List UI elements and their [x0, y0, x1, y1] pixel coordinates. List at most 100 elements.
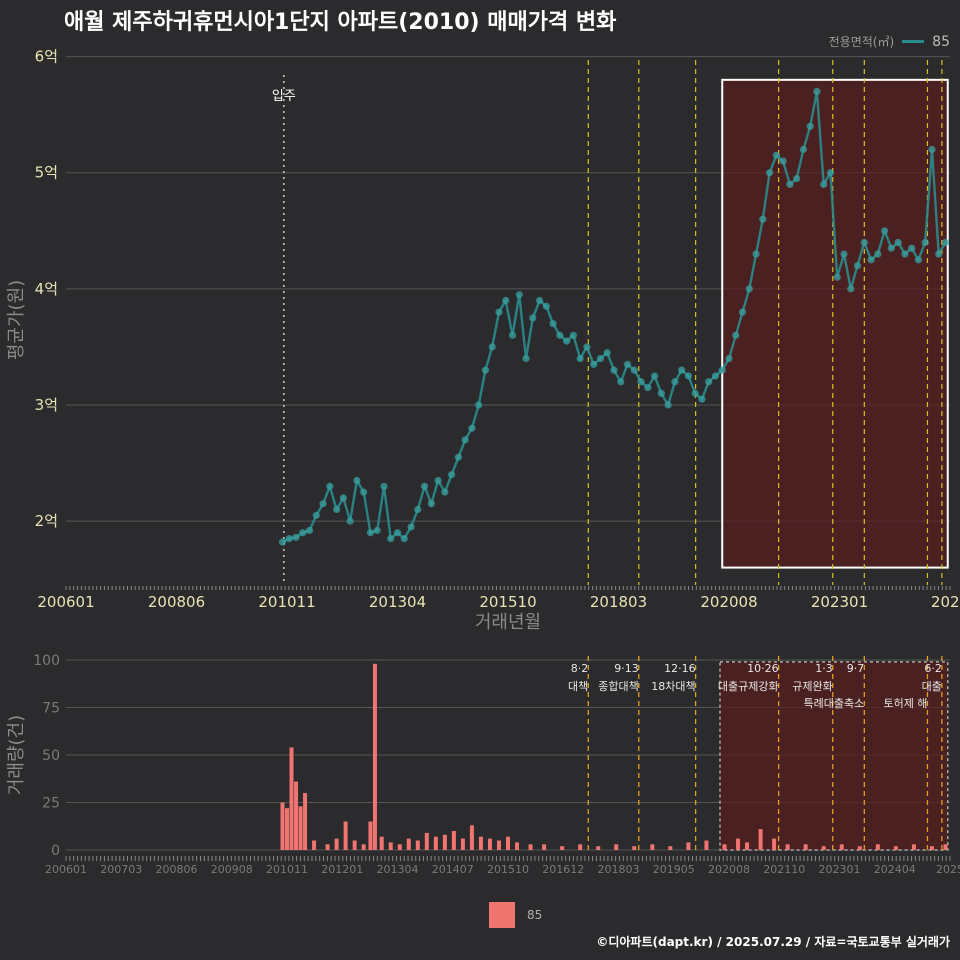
policy-date-label: 9·13 — [614, 662, 639, 675]
price-point — [434, 476, 442, 485]
policy-name-label: 18차대책 — [651, 680, 695, 693]
volume-y-tick-label: 50 — [42, 748, 60, 764]
price-point — [305, 526, 314, 535]
price-point — [826, 169, 835, 177]
price-point — [414, 505, 422, 514]
price-y-tick-label: 2억 — [35, 512, 58, 530]
volume-bar — [379, 836, 384, 850]
volume-x-tick-label: 202110 — [763, 863, 805, 876]
price-point — [454, 453, 462, 461]
volume-bar — [294, 781, 299, 850]
volume-bar — [785, 844, 790, 850]
volume-bar — [397, 844, 402, 850]
volume-bar — [451, 831, 456, 850]
volume-bar — [280, 802, 285, 850]
price-point — [603, 349, 611, 357]
price-point — [278, 538, 287, 546]
volume-y-tick-label: 75 — [42, 701, 60, 717]
volume-bar — [515, 842, 520, 850]
price-point — [441, 488, 449, 496]
volume-bar — [745, 842, 750, 850]
price-point — [671, 378, 679, 386]
volume-bar — [506, 836, 510, 850]
volume-bar — [578, 844, 583, 850]
price-x-tick-label: 201510 — [479, 593, 536, 611]
price-point — [921, 238, 929, 247]
price-point — [840, 250, 848, 258]
price-point — [387, 534, 395, 543]
price-point — [698, 395, 706, 403]
price-y-tick-label: 3억 — [35, 396, 58, 414]
volume-bar — [929, 846, 934, 850]
price-point — [312, 511, 320, 519]
volume-x-tick-label: 201011 — [266, 863, 308, 876]
price-point — [292, 533, 300, 541]
volume-bar — [668, 846, 673, 850]
volume-x-tick-label: 200908 — [211, 863, 253, 876]
price-point — [718, 366, 726, 374]
price-point — [705, 378, 713, 386]
policy-name-label: 대출 — [922, 680, 942, 693]
price-point — [427, 500, 435, 508]
price-x-tick-label: 200601 — [37, 593, 94, 611]
volume-bar — [632, 846, 637, 850]
price-point — [853, 262, 862, 270]
volume-bar — [893, 846, 898, 850]
volume-y-tick-label: 25 — [42, 796, 60, 812]
price-point — [691, 389, 699, 397]
price-point — [556, 331, 564, 339]
volume-bar — [857, 846, 862, 850]
volume-bar — [943, 844, 948, 850]
volume-bar — [442, 834, 447, 850]
price-x-tick-label: 2025 — [931, 593, 960, 611]
legend-series-label: 85 — [932, 33, 950, 50]
volume-x-tick-label: 202404 — [874, 863, 916, 876]
price-point — [765, 169, 774, 177]
price-x-tick-label: 201011 — [258, 593, 315, 611]
volume-bar — [406, 838, 411, 850]
volume-highlight-box — [719, 661, 949, 851]
price-point — [576, 354, 584, 363]
price-point — [495, 308, 503, 316]
policy-date-label: 1·3 — [815, 662, 833, 675]
volume-bar — [839, 844, 844, 850]
price-point — [420, 482, 429, 490]
price-x-tick-label: 201304 — [369, 593, 426, 611]
price-point — [684, 372, 693, 380]
volume-bar — [372, 663, 377, 850]
price-point — [820, 180, 828, 188]
price-point — [400, 534, 408, 543]
volume-bar — [614, 844, 619, 850]
price-point — [366, 529, 375, 537]
price-point — [448, 471, 456, 479]
volume-x-tick-label: 201803 — [598, 863, 640, 876]
price-point — [711, 372, 720, 380]
policy-name-label: 토허제 해 — [883, 696, 927, 710]
volume-x-tick-label: 201407 — [432, 863, 474, 876]
price-point — [935, 250, 943, 258]
top-legend: 전용면적(㎡) 85 — [829, 33, 950, 50]
price-point — [407, 523, 415, 531]
legend-bar-label: 85 — [527, 908, 543, 922]
price-point — [596, 354, 605, 363]
volume-bar — [650, 844, 655, 850]
price-x-tick-label: 202301 — [811, 593, 868, 611]
price-point — [732, 331, 740, 339]
volume-y-axis-label: 거래량(건) — [6, 715, 27, 795]
price-point — [583, 343, 591, 351]
volume-x-tick-label: 200601 — [45, 863, 87, 876]
volume-bar — [496, 840, 501, 850]
volume-bar — [875, 844, 880, 850]
price-point — [745, 285, 753, 293]
price-point — [515, 291, 523, 299]
price-point — [360, 488, 368, 496]
price-point — [285, 534, 293, 543]
price-point — [786, 180, 794, 188]
price-point — [664, 401, 672, 409]
volume-bar — [460, 838, 465, 850]
price-point — [339, 494, 347, 502]
price-point — [326, 482, 334, 490]
price-point — [549, 320, 557, 328]
volume-bar — [368, 821, 373, 850]
